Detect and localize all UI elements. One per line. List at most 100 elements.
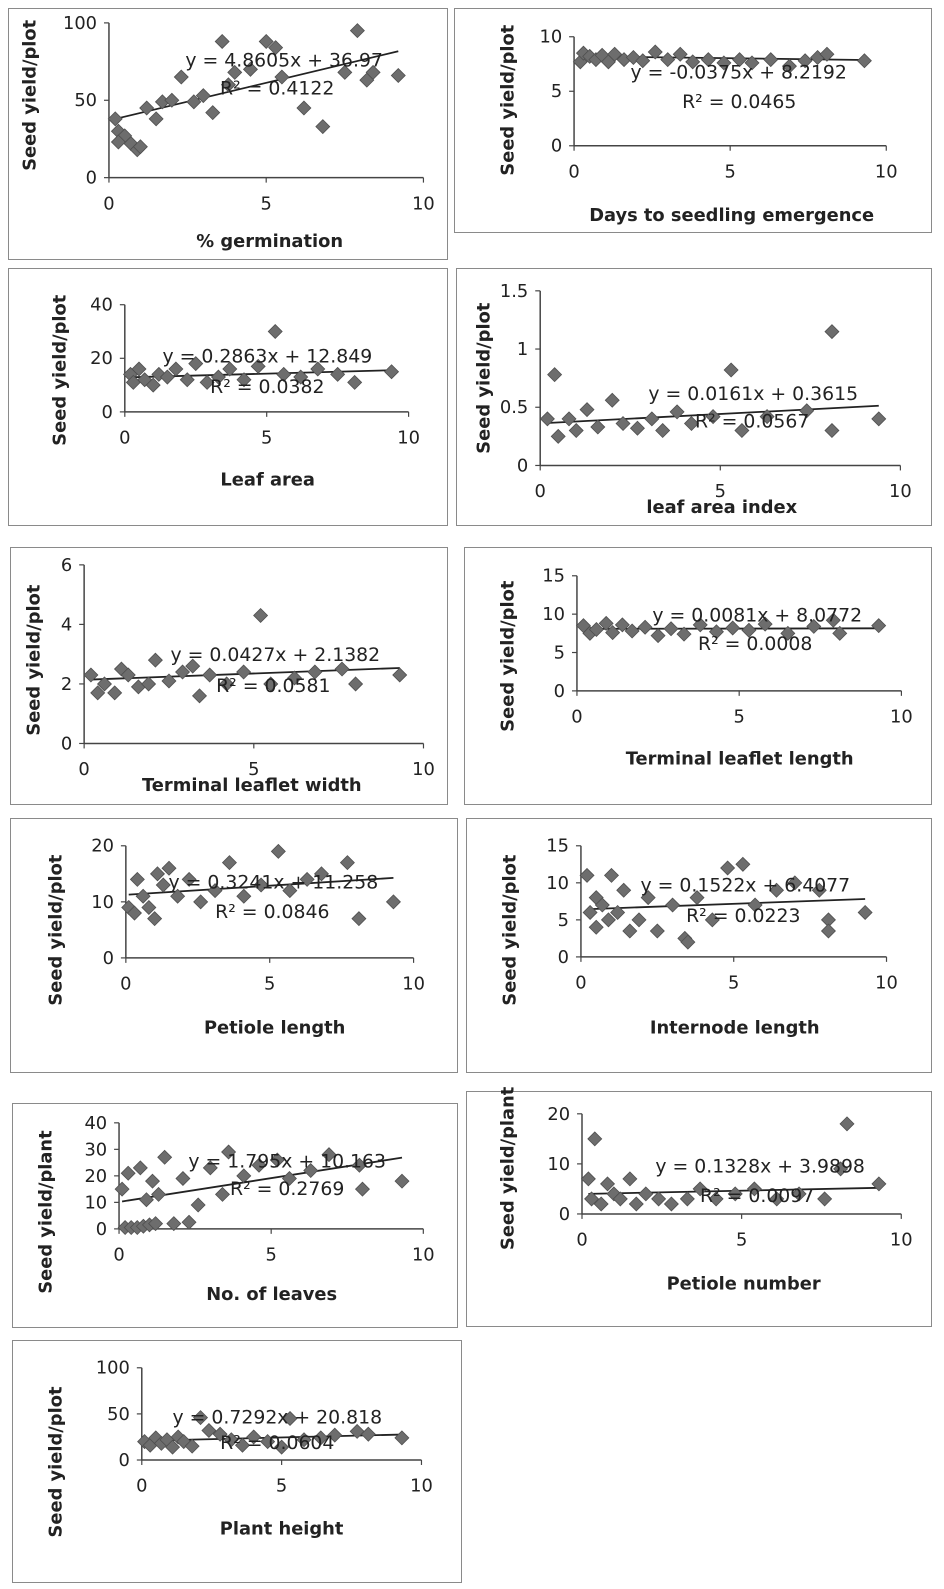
scatter-panel: 0 5 10 0 5 10 y = -0.0375x + 8.2192 R² = 0.0465… <box>454 8 932 233</box>
data-point <box>310 361 326 377</box>
trend-line <box>587 898 866 911</box>
trend-equation-label: y = 0.0161x + 0.3615 <box>648 384 858 405</box>
chart-plot-area: 0 5 10 0 5 10 y = -0.0375x + 8.2192 R² = 0.0465… <box>498 24 898 226</box>
scatter-panel: 0 5 10 15 0 5 10 y = 0.0081x + 8.0772 R² = 0.000… <box>464 547 932 805</box>
data-point <box>201 1422 217 1439</box>
y-tick-label: 1 <box>517 339 528 360</box>
y-tick-label: 0 <box>119 1450 130 1471</box>
data-point <box>806 618 822 634</box>
data-point <box>856 53 872 69</box>
data-point <box>676 626 692 642</box>
data-point <box>692 1181 708 1197</box>
data-point <box>635 53 651 69</box>
y-axis-title: Seed yield/plot <box>497 580 518 732</box>
y-tick-label: 5 <box>558 910 569 931</box>
y-tick-label: 50 <box>107 1404 130 1425</box>
data-point <box>603 867 619 883</box>
data-point <box>561 411 577 427</box>
x-axis-title: % germination <box>196 231 343 252</box>
data-point <box>337 64 353 80</box>
y-tick-label: 0 <box>554 681 565 702</box>
x-tick-label: 5 <box>715 481 726 502</box>
data-point <box>769 1191 785 1207</box>
y-tick-label: 10 <box>547 1154 570 1175</box>
r-squared-label: R² = 0.0097 <box>700 1186 814 1207</box>
data-point <box>600 912 616 928</box>
data-point <box>168 361 184 377</box>
x-axis-title: leaf area index <box>646 497 797 518</box>
data-point <box>205 105 221 121</box>
y-axis-title: Seed yield/plot <box>23 584 44 736</box>
data-point <box>600 1176 616 1192</box>
data-point <box>131 361 147 377</box>
data-point <box>145 1173 161 1189</box>
x-tick-label: 5 <box>728 973 739 994</box>
data-point <box>321 1147 337 1163</box>
data-point <box>708 1191 724 1207</box>
data-point <box>236 1168 252 1184</box>
y-tick-label: 40 <box>90 295 113 316</box>
data-point <box>622 923 638 939</box>
data-point <box>799 403 815 419</box>
data-point <box>605 625 621 641</box>
y-tick-label: 20 <box>90 348 113 369</box>
data-point <box>296 1432 312 1448</box>
scatter-chart: 0 50 100 0 5 10 y = 4.8605x + 36.97 R² = 0.4122… <box>20 13 435 252</box>
scatter-panel: 0 10 20 0 5 10 y = 0.3241x + 11.258 R² = 0.0846… <box>10 818 458 1073</box>
scatter-panel: 0 20 40 0 5 10 y = 0.2863x + 12.849 R² = 0.0382… <box>8 268 448 526</box>
trend-equation-label: y = 4.8605x + 36.97 <box>185 51 383 72</box>
data-point <box>190 1197 206 1213</box>
data-point <box>165 1439 181 1455</box>
chart-plot-area: 0 50 100 0 5 10 y = 4.8605x + 36.97 R² = 0.4122… <box>20 13 435 252</box>
data-point <box>268 40 284 56</box>
data-point <box>594 897 610 913</box>
data-point <box>114 1181 130 1197</box>
data-point <box>547 367 563 383</box>
data-point <box>253 607 269 623</box>
data-point <box>708 624 724 640</box>
y-tick-label: 15 <box>546 836 569 857</box>
y-tick-label: 100 <box>96 1358 130 1379</box>
x-tick-label: 0 <box>120 974 131 995</box>
r-squared-label: R² = 0.0382 <box>210 377 324 398</box>
data-point <box>392 667 408 683</box>
data-point <box>175 664 191 680</box>
data-point <box>665 897 681 913</box>
data-point <box>610 904 626 920</box>
data-point <box>90 685 106 701</box>
data-point <box>250 358 266 374</box>
data-point <box>663 1196 679 1212</box>
data-point <box>833 1161 849 1177</box>
data-point <box>210 369 226 385</box>
y-tick-label: 0 <box>103 948 114 969</box>
y-tick-label: 0 <box>96 1219 107 1240</box>
data-point <box>83 667 99 683</box>
data-point <box>732 52 748 68</box>
data-point <box>384 364 400 380</box>
data-point <box>157 1149 173 1165</box>
x-tick-label: 0 <box>535 481 546 502</box>
y-axis-title: Seed yield/plot <box>498 24 519 175</box>
data-point <box>692 617 708 633</box>
data-point <box>220 77 236 93</box>
data-point <box>811 882 827 898</box>
data-point <box>107 685 123 701</box>
data-point <box>293 369 309 385</box>
data-point <box>628 1196 644 1212</box>
data-point <box>390 68 406 84</box>
data-point <box>612 1191 628 1207</box>
data-point <box>270 843 286 859</box>
data-point <box>615 416 631 432</box>
data-point <box>720 860 736 876</box>
data-point <box>757 616 773 632</box>
y-axis-title: Seed yield/plot <box>49 294 70 446</box>
trend-equation-label: y = 0.0427x + 2.1382 <box>170 645 380 666</box>
x-tick-label: 0 <box>103 193 114 214</box>
data-point <box>651 1191 667 1207</box>
scatter-chart: 0 20 40 0 5 10 y = 0.2863x + 12.849 R² = 0.0382… <box>49 294 420 490</box>
data-point <box>582 904 598 920</box>
data-point <box>287 670 303 686</box>
data-point <box>164 92 180 108</box>
data-point <box>313 1430 329 1446</box>
data-point <box>394 1430 410 1446</box>
